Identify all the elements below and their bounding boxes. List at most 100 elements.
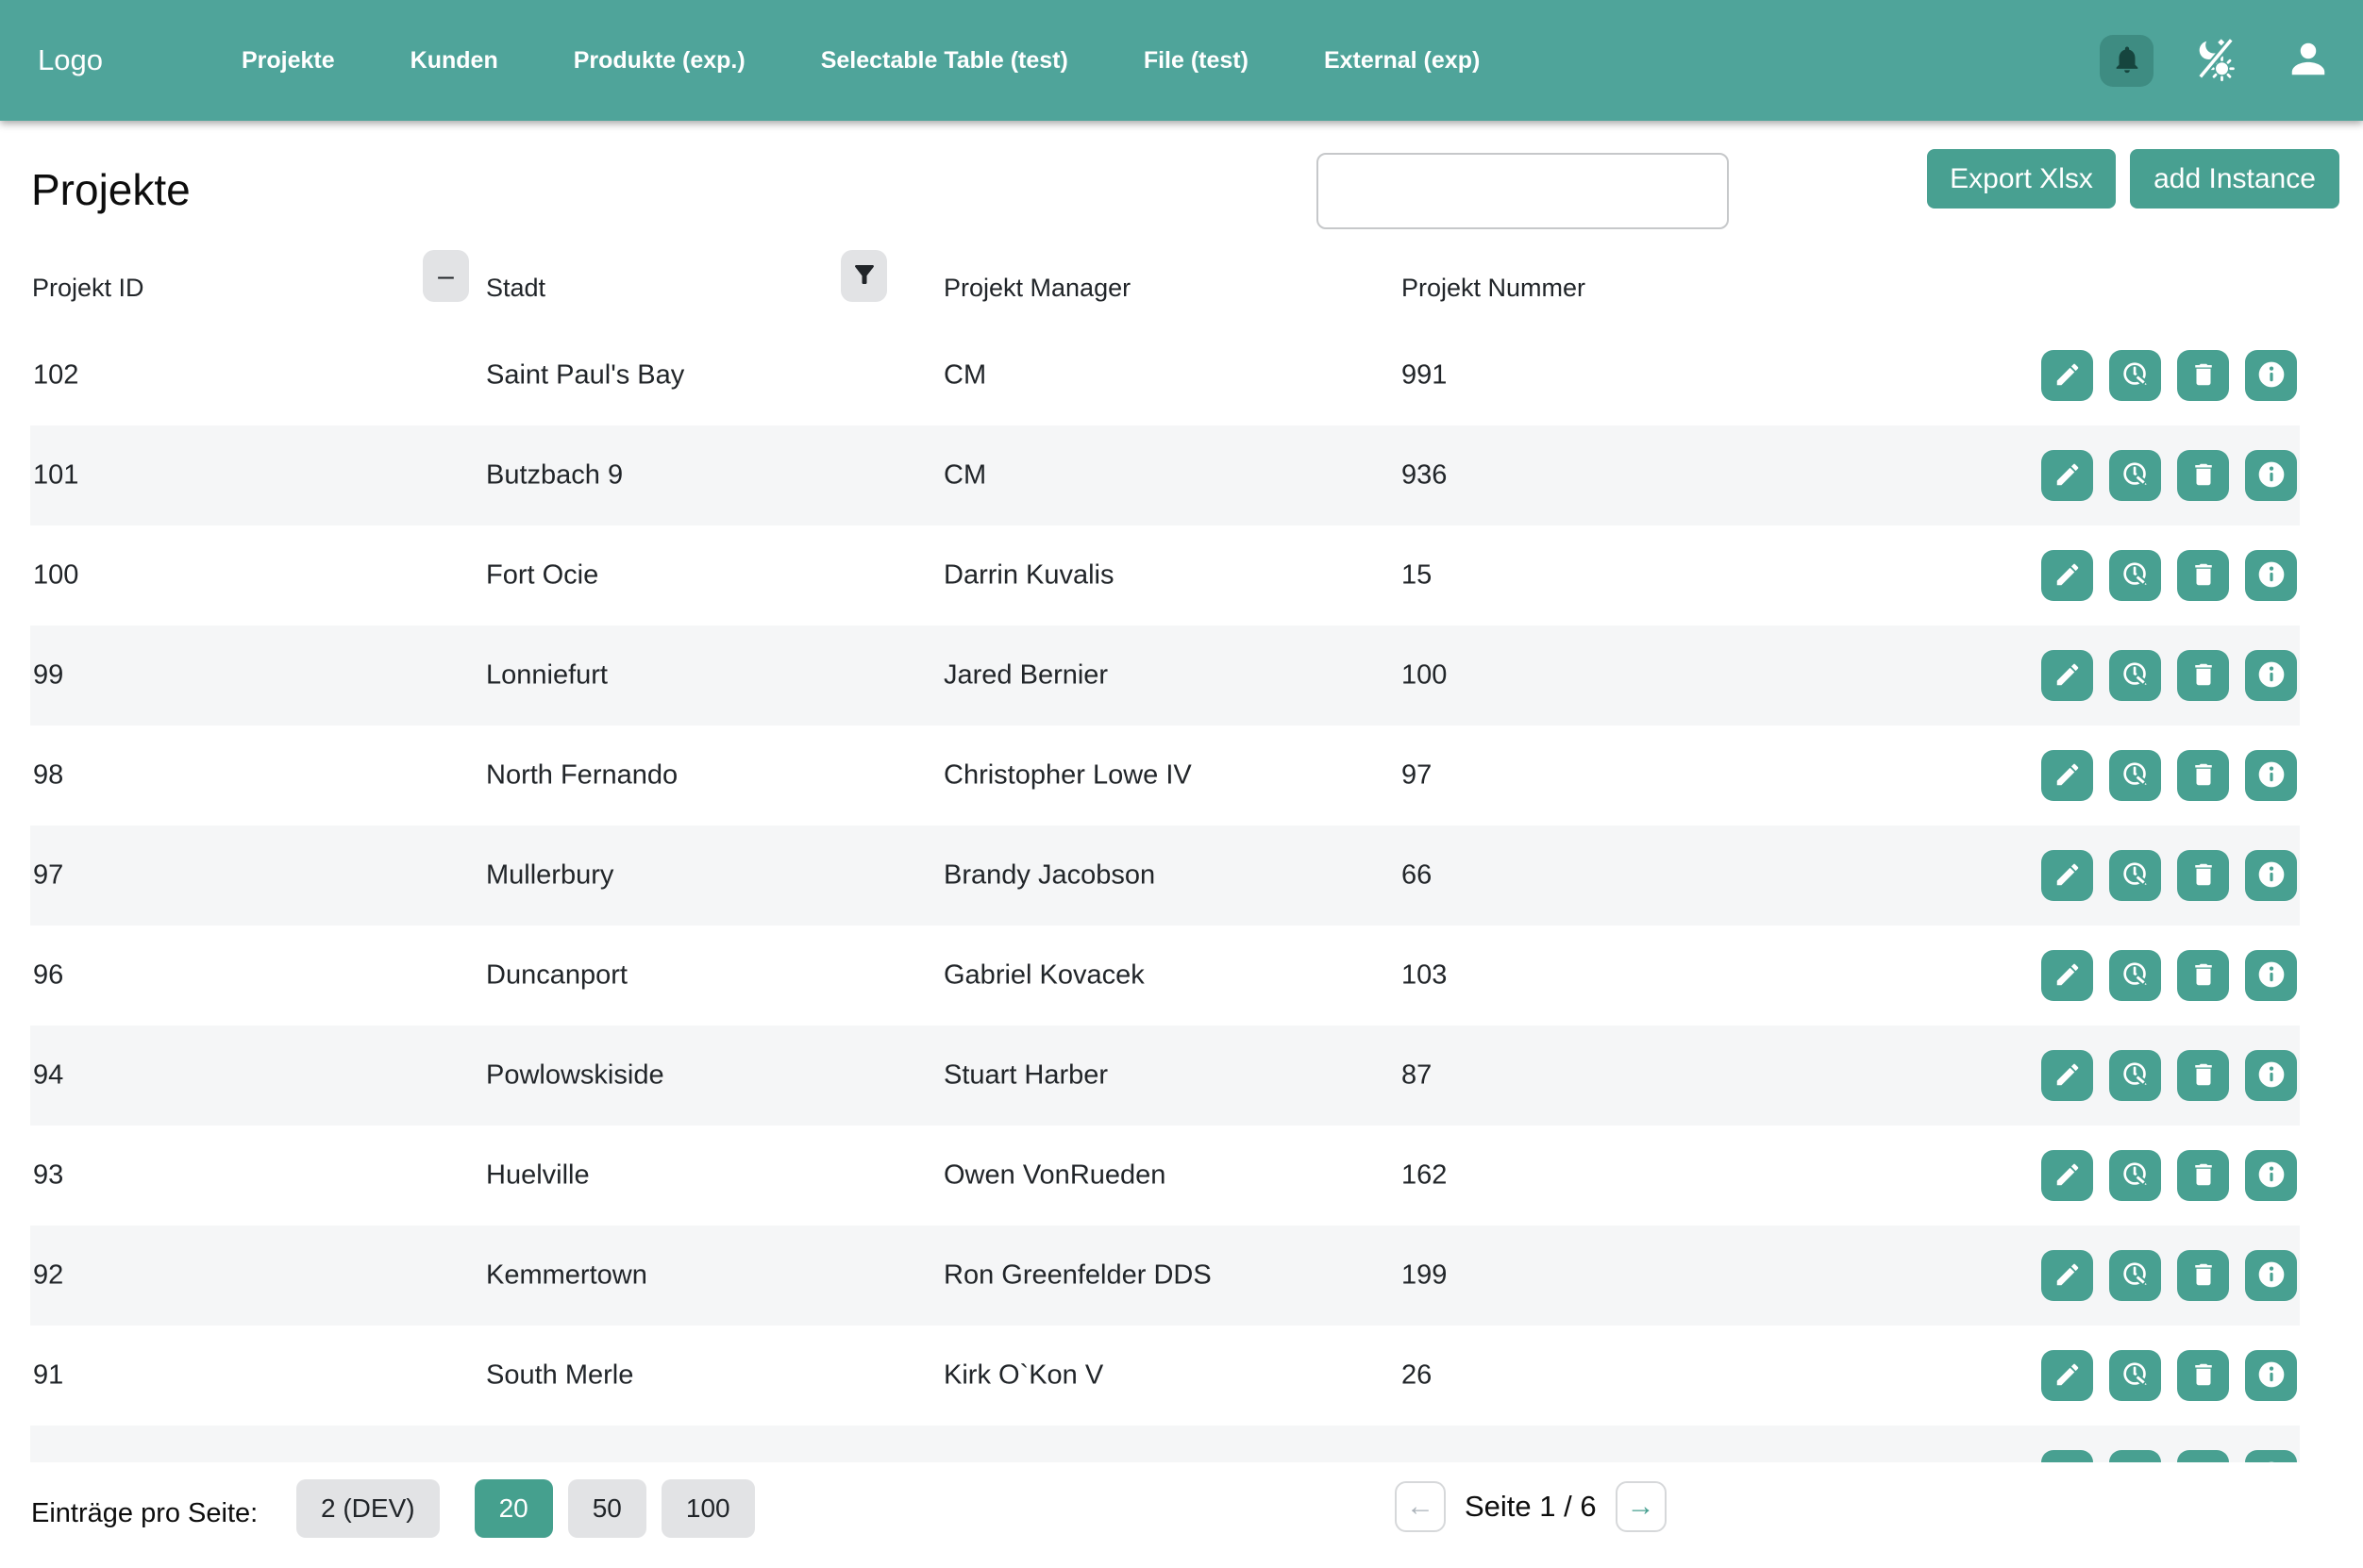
history-button[interactable] (2109, 650, 2161, 701)
app-bar: Logo Projekte Kunden Produkte (exp.) Select… (0, 0, 2363, 121)
nav-item-projekte[interactable]: Projekte (242, 46, 335, 74)
export-xlsx-button[interactable]: Export Xlsx (1927, 149, 2116, 209)
info-button[interactable] (2245, 1150, 2297, 1201)
row-actions (2041, 1450, 2297, 1462)
pencil-icon (2053, 1460, 2082, 1463)
trash-icon (2189, 960, 2218, 992)
info-button[interactable] (2245, 750, 2297, 801)
logo[interactable]: Logo (38, 43, 103, 76)
history-button[interactable] (2109, 1150, 2161, 1201)
delete-button[interactable] (2177, 650, 2229, 701)
history-button[interactable] (2109, 950, 2161, 1001)
delete-button[interactable] (2177, 950, 2229, 1001)
delete-button[interactable] (2177, 350, 2229, 401)
info-button[interactable] (2245, 1350, 2297, 1401)
cell-projekt-nummer: 66 (1401, 859, 1433, 891)
history-button[interactable] (2109, 1250, 2161, 1301)
filter-button[interactable] (841, 250, 887, 302)
edit-button[interactable] (2041, 850, 2093, 901)
info-button[interactable] (2245, 1250, 2297, 1301)
cell-projekt-nummer: 15 (1401, 559, 1433, 591)
cell-projekt-manager: CM (944, 459, 987, 491)
info-button[interactable] (2245, 950, 2297, 1001)
cell-stadt: Mullerbury (486, 859, 614, 891)
page-size-button-100[interactable]: 100 (661, 1479, 755, 1538)
history-button[interactable] (2109, 750, 2161, 801)
edit-button[interactable] (2041, 950, 2093, 1001)
delete-button[interactable] (2177, 750, 2229, 801)
info-button[interactable] (2245, 1450, 2297, 1462)
history-button[interactable] (2109, 1050, 2161, 1101)
cell-projekt-nummer: 936 (1401, 459, 1448, 491)
collapse-column-button[interactable]: – (423, 250, 469, 302)
history-button[interactable] (2109, 550, 2161, 601)
cell-stadt: Powlowskiside (486, 1059, 664, 1091)
delete-button[interactable] (2177, 450, 2229, 501)
history-button[interactable] (2109, 450, 2161, 501)
cell-stadt: South Merle (486, 1359, 634, 1391)
page-size-button-2-dev[interactable]: 2 (DEV) (296, 1479, 440, 1538)
table-row: 93 Huelville Owen VonRueden 162 (30, 1126, 2300, 1226)
row-actions (2041, 1250, 2297, 1301)
edit-button[interactable] (2041, 1050, 2093, 1101)
edit-button[interactable] (2041, 350, 2093, 401)
history-button[interactable] (2109, 1450, 2161, 1462)
history-button[interactable] (2109, 350, 2161, 401)
delete-button[interactable] (2177, 1350, 2229, 1401)
cell-projekt-id: 98 (33, 759, 64, 791)
row-actions (2041, 650, 2297, 701)
history-button[interactable] (2109, 1350, 2161, 1401)
edit-button[interactable] (2041, 650, 2093, 701)
info-button[interactable] (2245, 550, 2297, 601)
info-button[interactable] (2245, 350, 2297, 401)
history-button[interactable] (2109, 850, 2161, 901)
clock-edit-icon (2120, 759, 2151, 792)
cell-projekt-manager: Darrin Kuvalis (944, 559, 1114, 591)
nav-item-kunden[interactable]: Kunden (410, 46, 498, 74)
edit-button[interactable] (2041, 450, 2093, 501)
filter-icon (850, 260, 879, 292)
edit-button[interactable] (2041, 550, 2093, 601)
delete-button[interactable] (2177, 850, 2229, 901)
edit-button[interactable] (2041, 1450, 2093, 1462)
table-row: 97 Mullerbury Brandy Jacobson 66 (30, 826, 2300, 926)
search-input[interactable] (1316, 153, 1729, 229)
clock-edit-icon (2120, 859, 2151, 892)
nav-item-file-test[interactable]: File (test) (1143, 46, 1249, 74)
add-instance-button[interactable]: add Instance (2130, 149, 2339, 209)
edit-button[interactable] (2041, 1250, 2093, 1301)
delete-button[interactable] (2177, 1450, 2229, 1462)
info-button[interactable] (2245, 450, 2297, 501)
table-body: 102 Saint Paul's Bay CM 991 101 Butzbach 9 CM 9… (30, 325, 2300, 1462)
cell-projekt-id: 102 (33, 359, 79, 391)
next-page-button[interactable]: → (1615, 1481, 1667, 1532)
edit-button[interactable] (2041, 1150, 2093, 1201)
edit-button[interactable] (2041, 750, 2093, 801)
cell-projekt-nummer: 103 (1401, 959, 1448, 991)
delete-button[interactable] (2177, 1050, 2229, 1101)
delete-button[interactable] (2177, 550, 2229, 601)
previous-page-button[interactable]: ← (1395, 1481, 1446, 1532)
pencil-icon (2053, 560, 2082, 592)
cell-projekt-id: 91 (33, 1359, 64, 1391)
info-button[interactable] (2245, 650, 2297, 701)
notifications-button[interactable] (2100, 34, 2154, 87)
info-button[interactable] (2245, 850, 2297, 901)
delete-button[interactable] (2177, 1150, 2229, 1201)
nav-item-selectable-table-test[interactable]: Selectable Table (test) (820, 46, 1068, 74)
cell-projekt-id: 101 (33, 459, 79, 491)
page-size-button-20[interactable]: 20 (474, 1479, 553, 1538)
theme-toggle-button[interactable] (2191, 36, 2240, 85)
edit-button[interactable] (2041, 1350, 2093, 1401)
info-button[interactable] (2245, 1050, 2297, 1101)
pencil-icon (2053, 1160, 2082, 1192)
info-icon (2256, 559, 2287, 592)
nav-item-produkte-exp[interactable]: Produkte (exp.) (573, 46, 746, 74)
user-menu-button[interactable] (2286, 38, 2331, 83)
delete-button[interactable] (2177, 1250, 2229, 1301)
cell-projekt-manager: Owen VonRueden (944, 1159, 1166, 1191)
nav-item-external-exp[interactable]: External (exp) (1323, 46, 1481, 74)
page-size-button-50[interactable]: 50 (567, 1479, 646, 1538)
clock-edit-icon (2120, 659, 2151, 692)
pencil-icon (2053, 1060, 2082, 1092)
